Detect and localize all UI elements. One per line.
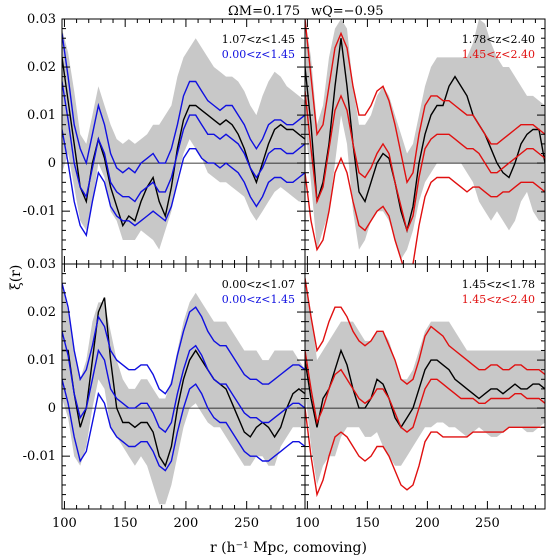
confidence-band — [62, 28, 305, 250]
series-line-2 — [305, 350, 545, 433]
series-line-3 — [62, 379, 305, 472]
legend-entry: 1.07<z<1.45 — [222, 33, 295, 46]
y-tick-label: 0.03 — [27, 12, 56, 27]
series-line-2 — [305, 91, 545, 233]
confidence-band — [305, 273, 545, 485]
series-line-2 — [62, 331, 305, 434]
y-tick-label: 0 — [48, 156, 56, 171]
x-tick-label: 250 — [475, 516, 500, 531]
legend-entry: 0.00<z<1.07 — [222, 278, 295, 291]
legend-entry: 0.00<z<1.45 — [222, 48, 295, 61]
series-line-1 — [305, 19, 545, 185]
series-line-1 — [305, 278, 545, 385]
y-tick-label: -0.01 — [23, 204, 56, 219]
x-tick-label: 100 — [52, 516, 77, 531]
y-tick-label: 0.01 — [27, 353, 56, 368]
y-tick-label: 0.03 — [27, 257, 56, 272]
panel-top-right — [305, 19, 545, 264]
y-tick-label: 0.02 — [27, 305, 56, 320]
series-line-0 — [305, 348, 545, 429]
legend-entry: 0.00<z<1.45 — [222, 293, 295, 306]
title-w-q: wQ=−0.95 — [311, 4, 384, 19]
x-axis-label: r (h⁻¹ Mpc, comoving) — [210, 540, 367, 556]
confidence-band — [62, 283, 305, 505]
series-line-0 — [62, 297, 305, 468]
title-omega-m: ΩM=0.175 — [228, 4, 300, 19]
x-tick-label: 250 — [234, 516, 259, 531]
confidence-band — [305, 19, 545, 260]
series-line-0 — [305, 38, 545, 233]
y-tick-label: -0.01 — [23, 449, 56, 464]
x-tick-label: 150 — [113, 516, 138, 531]
y-axis-label: ξ(r) — [8, 265, 24, 290]
series-line-3 — [305, 408, 545, 498]
x-tick-label: 100 — [295, 516, 320, 531]
x-tick-label: 200 — [415, 516, 440, 531]
series-line-1 — [62, 283, 305, 395]
y-tick-label: 0.01 — [27, 108, 56, 123]
x-tick-label: 150 — [355, 516, 380, 531]
series-line-3 — [305, 156, 545, 264]
panel-frame — [304, 263, 546, 510]
y-tick-label: 0.02 — [27, 60, 56, 75]
panels-group: 1.07<z<1.45 0.00<z<1.45 0.03 0.02 0.01 0 -0.01… — [23, 12, 546, 531]
panel-bottom-left — [62, 283, 305, 505]
legend-entry: 1.45<z<2.40 — [462, 48, 535, 61]
series-line-2 — [62, 81, 305, 203]
series-line-3 — [62, 129, 305, 238]
legend-entry: 1.78<z<2.40 — [462, 33, 535, 46]
series-line-0 — [62, 57, 305, 228]
panel-top-left — [62, 28, 305, 250]
series-line-1 — [62, 33, 305, 174]
legend-entry: 1.45<z<1.78 — [462, 278, 535, 291]
y-tick-label: 0 — [48, 401, 56, 416]
x-tick-label: 200 — [174, 516, 199, 531]
legend-entry: 1.45<z<2.40 — [462, 293, 535, 306]
panel-bottom-right — [305, 273, 545, 498]
